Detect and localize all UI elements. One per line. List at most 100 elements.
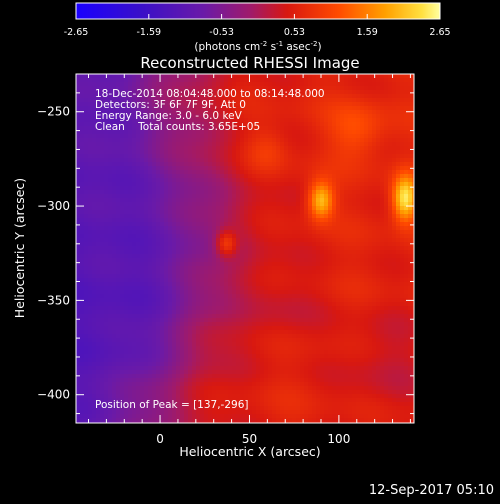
heatmap-cell: [320, 186, 325, 191]
heatmap-cell: [132, 150, 137, 155]
heatmap-cell: [196, 294, 201, 299]
heatmap-cell: [328, 98, 333, 103]
heatmap-cell: [364, 166, 369, 171]
heatmap-cell: [164, 238, 169, 243]
heatmap-cell: [304, 174, 309, 179]
chart-title: Reconstructed RHESSI Image: [140, 54, 359, 72]
heatmap-cell: [136, 198, 141, 203]
heatmap-cell: [308, 250, 313, 255]
heatmap-cell: [300, 258, 305, 263]
heatmap-cell: [356, 146, 361, 151]
heatmap-cell: [104, 154, 109, 159]
heatmap-cell: [384, 118, 389, 123]
heatmap-cell: [232, 226, 237, 231]
heatmap-cell: [108, 150, 113, 155]
heatmap-cell: [276, 270, 281, 275]
heatmap-cell: [400, 266, 405, 271]
heatmap-cell: [144, 258, 149, 263]
heatmap-cell: [304, 214, 309, 219]
heatmap-cell: [284, 274, 289, 279]
heatmap-cell: [80, 146, 85, 151]
heatmap-cell: [272, 174, 277, 179]
heatmap-cell: [344, 110, 349, 115]
heatmap-cell: [180, 286, 185, 291]
heatmap-cell: [104, 150, 109, 155]
heatmap-cell: [108, 138, 113, 143]
heatmap-cell: [188, 238, 193, 243]
heatmap-cell: [280, 118, 285, 123]
heatmap-cell: [196, 298, 201, 303]
heatmap-cell: [272, 254, 277, 259]
heatmap-cell: [308, 206, 313, 211]
heatmap-cell: [296, 186, 301, 191]
heatmap-cell: [272, 218, 277, 223]
heatmap-cell: [300, 134, 305, 139]
heatmap-cell: [128, 146, 133, 151]
heatmap-cell: [300, 78, 305, 83]
heatmap-cell: [176, 170, 181, 175]
heatmap-cell: [304, 146, 309, 151]
heatmap-cell: [204, 294, 209, 299]
heatmap-cell: [260, 302, 265, 307]
heatmap-cell: [392, 134, 397, 139]
heatmap-cell: [240, 210, 245, 215]
heatmap-cell: [356, 282, 361, 287]
heatmap-cell: [392, 302, 397, 307]
heatmap-cell: [148, 278, 153, 283]
heatmap-cell: [256, 298, 261, 303]
heatmap-cell: [356, 158, 361, 163]
heatmap-cell: [240, 178, 245, 183]
heatmap-cell: [168, 262, 173, 267]
heatmap-cell: [260, 162, 265, 167]
heatmap-cell: [384, 90, 389, 95]
heatmap-cell: [364, 262, 369, 267]
heatmap-cell: [352, 230, 357, 235]
heatmap-cell: [140, 290, 145, 295]
heatmap-cell: [320, 190, 325, 195]
heatmap-cell: [228, 190, 233, 195]
heatmap-cell: [372, 166, 377, 171]
heatmap-cell: [216, 246, 221, 251]
heatmap-cell: [156, 82, 161, 87]
heatmap-cell: [224, 202, 229, 207]
heatmap-cell: [336, 174, 341, 179]
heatmap-cell: [340, 262, 345, 267]
heatmap-cell: [356, 154, 361, 159]
heatmap-cell: [316, 154, 321, 159]
heatmap-cell: [124, 78, 129, 83]
heatmap-cell: [92, 234, 97, 239]
heatmap-cell: [128, 266, 133, 271]
heatmap-cell: [236, 278, 241, 283]
heatmap-cell: [328, 222, 333, 227]
heatmap-cell: [308, 182, 313, 187]
heatmap-cell: [156, 202, 161, 207]
heatmap-cell: [244, 202, 249, 207]
heatmap-cell: [92, 258, 97, 263]
heatmap-cell: [112, 194, 117, 199]
heatmap-cell: [104, 162, 109, 167]
heatmap-cell: [280, 282, 285, 287]
heatmap-cell: [360, 142, 365, 147]
heatmap-cell: [320, 146, 325, 151]
heatmap-cell: [392, 226, 397, 231]
heatmap-cell: [404, 242, 409, 247]
heatmap-cell: [116, 194, 121, 199]
heatmap-cell: [352, 162, 357, 167]
heatmap-cell: [200, 170, 205, 175]
heatmap-cell: [388, 142, 393, 147]
heatmap-cell: [116, 234, 121, 239]
heatmap-cell: [240, 162, 245, 167]
heatmap-cell: [180, 234, 185, 239]
heatmap-cell: [120, 150, 125, 155]
heatmap-cell: [304, 242, 309, 247]
heatmap-cell: [216, 226, 221, 231]
heatmap-cell: [132, 170, 137, 175]
heatmap-cell: [180, 162, 185, 167]
heatmap-cell: [396, 110, 401, 115]
heatmap-cell: [296, 74, 301, 79]
heatmap-cell: [376, 114, 381, 119]
heatmap-cell: [180, 78, 185, 83]
heatmap-cell: [260, 74, 265, 79]
heatmap-cell: [316, 274, 321, 279]
heatmap-cell: [288, 146, 293, 151]
